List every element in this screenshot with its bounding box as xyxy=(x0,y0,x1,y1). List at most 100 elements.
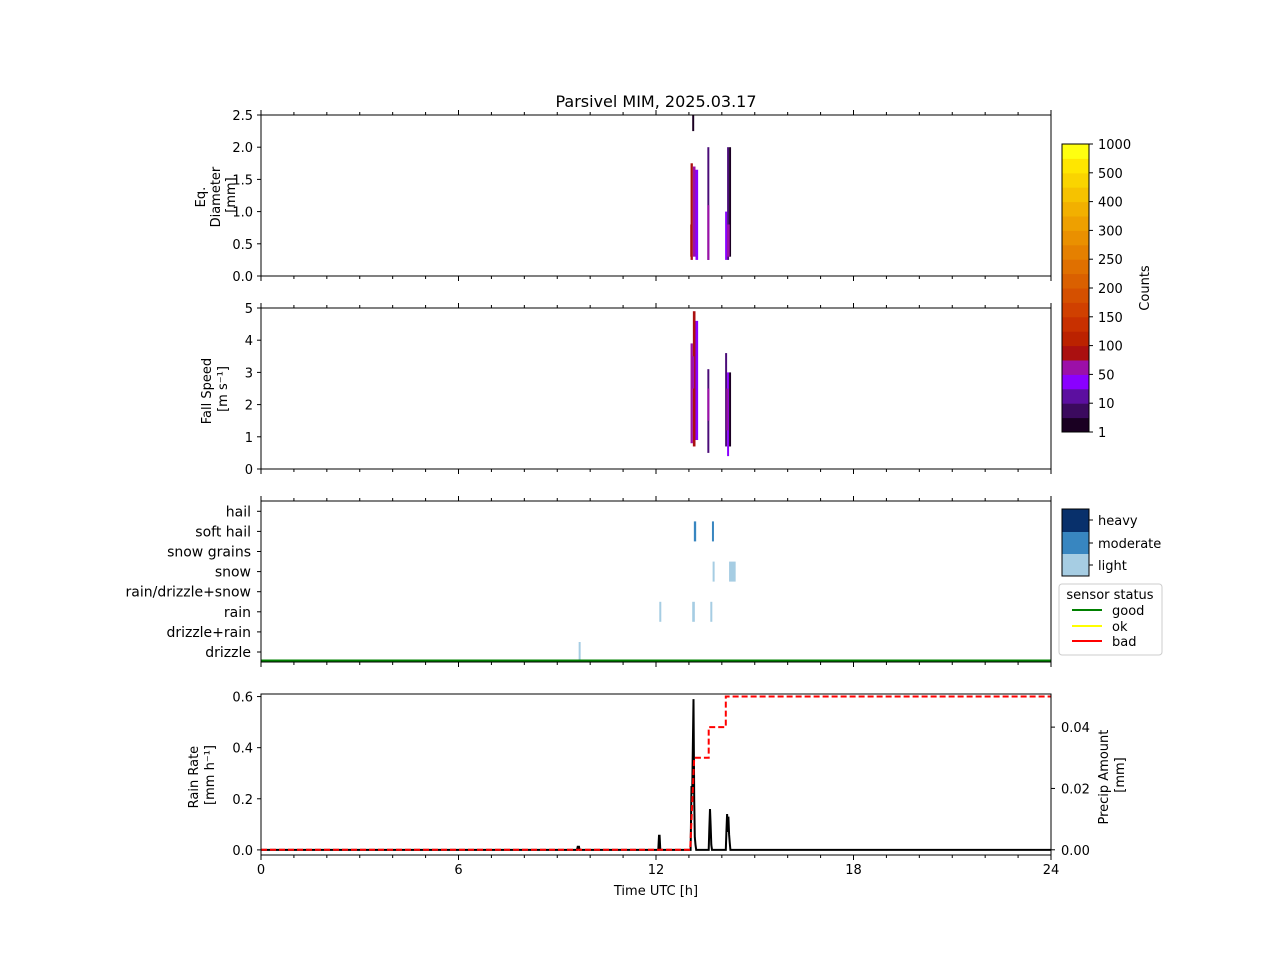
counts-colorbar: 1000 500 400 300 250 200 150 100 50 10 1 Counts xyxy=(1061,138,1153,441)
heatmap-cell xyxy=(729,372,732,447)
heatmap-cell xyxy=(707,147,710,260)
rain-rate-lines xyxy=(261,695,1051,851)
heavy-swatch xyxy=(1062,509,1089,532)
colorbar-segment xyxy=(1062,144,1089,159)
heatmap-cell xyxy=(707,205,710,260)
bad-label: bad xyxy=(1112,635,1136,650)
colorbar-tick-label: 250 xyxy=(1098,253,1123,268)
colorbar-segment xyxy=(1062,417,1089,433)
fall-speed-axes-frame xyxy=(260,307,1052,470)
colorbar-segment xyxy=(1062,302,1089,318)
precip-type-bars xyxy=(261,521,1051,662)
heatmap-cell xyxy=(690,343,693,444)
precip-type-bar xyxy=(578,642,581,662)
x-tick-label: 12 xyxy=(648,863,665,878)
y2-tick-label: 0.04 xyxy=(1061,721,1090,736)
intensity-legend: heavy moderate light xyxy=(1061,508,1161,577)
colorbar-segment xyxy=(1062,331,1089,347)
precip-amount-ylabel: Precip Amount [mm] xyxy=(1097,725,1128,824)
y-tick-label: 3 xyxy=(245,366,253,381)
moderate-swatch xyxy=(1062,532,1089,554)
precip-amount-line xyxy=(261,695,1051,851)
y-tick-label: 0.2 xyxy=(232,793,253,808)
precip-type-axes-frame xyxy=(260,500,1052,663)
category-label: drizzle xyxy=(205,645,251,661)
category-label: drizzle+rain xyxy=(166,625,251,641)
x-tick-label: 6 xyxy=(454,863,462,878)
diameter-x-ticks xyxy=(260,110,1052,281)
colorbar-segment xyxy=(1062,244,1089,260)
fall-speed-ylabel-line-2: [m s⁻¹] xyxy=(216,366,231,412)
heatmap-cell xyxy=(725,211,728,260)
rain-rate-axes-frame xyxy=(260,693,1052,856)
y-tick-label: 2 xyxy=(245,399,253,414)
x-tick-label: 18 xyxy=(845,863,862,878)
colorbar-tick-label: 200 xyxy=(1098,282,1123,297)
moderate-label: moderate xyxy=(1098,537,1161,552)
precip-type-x-ticks xyxy=(260,496,1052,667)
y-tick-label: 1.0 xyxy=(232,206,253,221)
fall-speed-panel: 0 1 2 3 4 5 Fall Speed [m s⁻¹] xyxy=(200,302,1052,478)
precip-type-bar xyxy=(712,561,715,582)
colorbar-segment xyxy=(1062,345,1089,361)
light-label: light xyxy=(1098,559,1127,574)
colorbar-tick-label: 500 xyxy=(1098,167,1123,182)
category-label: rain xyxy=(224,605,251,621)
diameter-y-ticks: 0.0 0.5 1.0 1.5 2.0 2.5 xyxy=(232,109,261,285)
diameter-ylabel: Eq. Diameter [mm] xyxy=(194,163,239,228)
colorbar-segment xyxy=(1062,403,1089,419)
precip-type-y-ticks: drizzle drizzle+rain rain rain/drizzle+snow… xyxy=(126,504,261,661)
rain-rate-panel: 0.0 0.2 0.4 0.6 0.00 0.02 0.04 0 6 12 18 24 Rain … xyxy=(187,691,1128,899)
precip-type-bar xyxy=(710,601,713,622)
colorbar-segment xyxy=(1062,201,1089,217)
heatmap-cell xyxy=(692,166,696,257)
colorbar-tick-label: 10 xyxy=(1098,397,1115,412)
precip-type-bar xyxy=(711,521,714,542)
precip-type-panel: drizzle drizzle+rain rain rain/drizzle+snow… xyxy=(126,496,1052,667)
colorbar-tick-label: 300 xyxy=(1098,224,1123,239)
y-tick-label: 5 xyxy=(245,302,253,317)
rain-rate-ylabel-line-2: [mm h⁻¹] xyxy=(203,745,218,805)
good-label: good xyxy=(1112,604,1144,619)
precip-amount-ylabel-line-1: Precip Amount xyxy=(1097,730,1112,825)
fall-speed-ylabel: Fall Speed [m s⁻¹] xyxy=(200,354,231,425)
heatmap-cell xyxy=(690,224,692,257)
colorbar-tick-label: 400 xyxy=(1098,196,1123,211)
colorbar-tick-label: 1000 xyxy=(1098,138,1131,153)
heatmap-cell xyxy=(690,163,693,260)
category-label: hail xyxy=(226,504,251,520)
diameter-panel: 0.0 0.5 1.0 1.5 2.0 2.5 Eq. Diameter [mm] xyxy=(194,109,1052,285)
y-tick-label: 0.0 xyxy=(232,270,253,285)
heatmap-cell xyxy=(691,356,695,389)
sensor-status-legend: sensor status good ok bad xyxy=(1058,583,1163,656)
chart-title: Parsivel MIM, 2025.03.17 xyxy=(555,92,756,111)
fall-speed-ylabel-line-1: Fall Speed xyxy=(200,358,215,424)
rain-rate-ylabel: Rain Rate [mm h⁻¹] xyxy=(187,742,218,809)
heatmap-cell xyxy=(692,115,695,132)
colorbar-segment xyxy=(1062,216,1089,231)
colorbar-segment xyxy=(1062,158,1089,174)
colorbar-tick-label: 150 xyxy=(1098,311,1123,326)
status-legend-title: sensor status xyxy=(1066,588,1153,603)
heatmap-cell xyxy=(729,147,732,257)
x-tick-label: 0 xyxy=(257,863,265,878)
colorbar-tick-label: 100 xyxy=(1098,340,1123,355)
ok-label: ok xyxy=(1112,620,1128,635)
precip-type-bar xyxy=(693,521,697,542)
status-legend-box xyxy=(1058,583,1163,656)
colorbar-segment xyxy=(1062,172,1089,188)
rain-rate-line xyxy=(261,699,1051,851)
colorbar-label: Counts xyxy=(1138,265,1153,311)
colorbar-segment xyxy=(1062,388,1089,404)
colorbar-tick-label: 1 xyxy=(1098,426,1106,441)
colorbar-segment xyxy=(1062,230,1089,246)
colorbar-segment xyxy=(1062,316,1089,332)
y-tick-label: 1 xyxy=(245,431,253,446)
colorbar-segment xyxy=(1062,288,1089,303)
colorbar-segment xyxy=(1062,187,1089,203)
precip-type-bar xyxy=(692,601,695,622)
y2-tick-label: 0.00 xyxy=(1061,844,1090,859)
colorbar-segment xyxy=(1062,259,1089,275)
category-label: snow grains xyxy=(167,545,251,561)
